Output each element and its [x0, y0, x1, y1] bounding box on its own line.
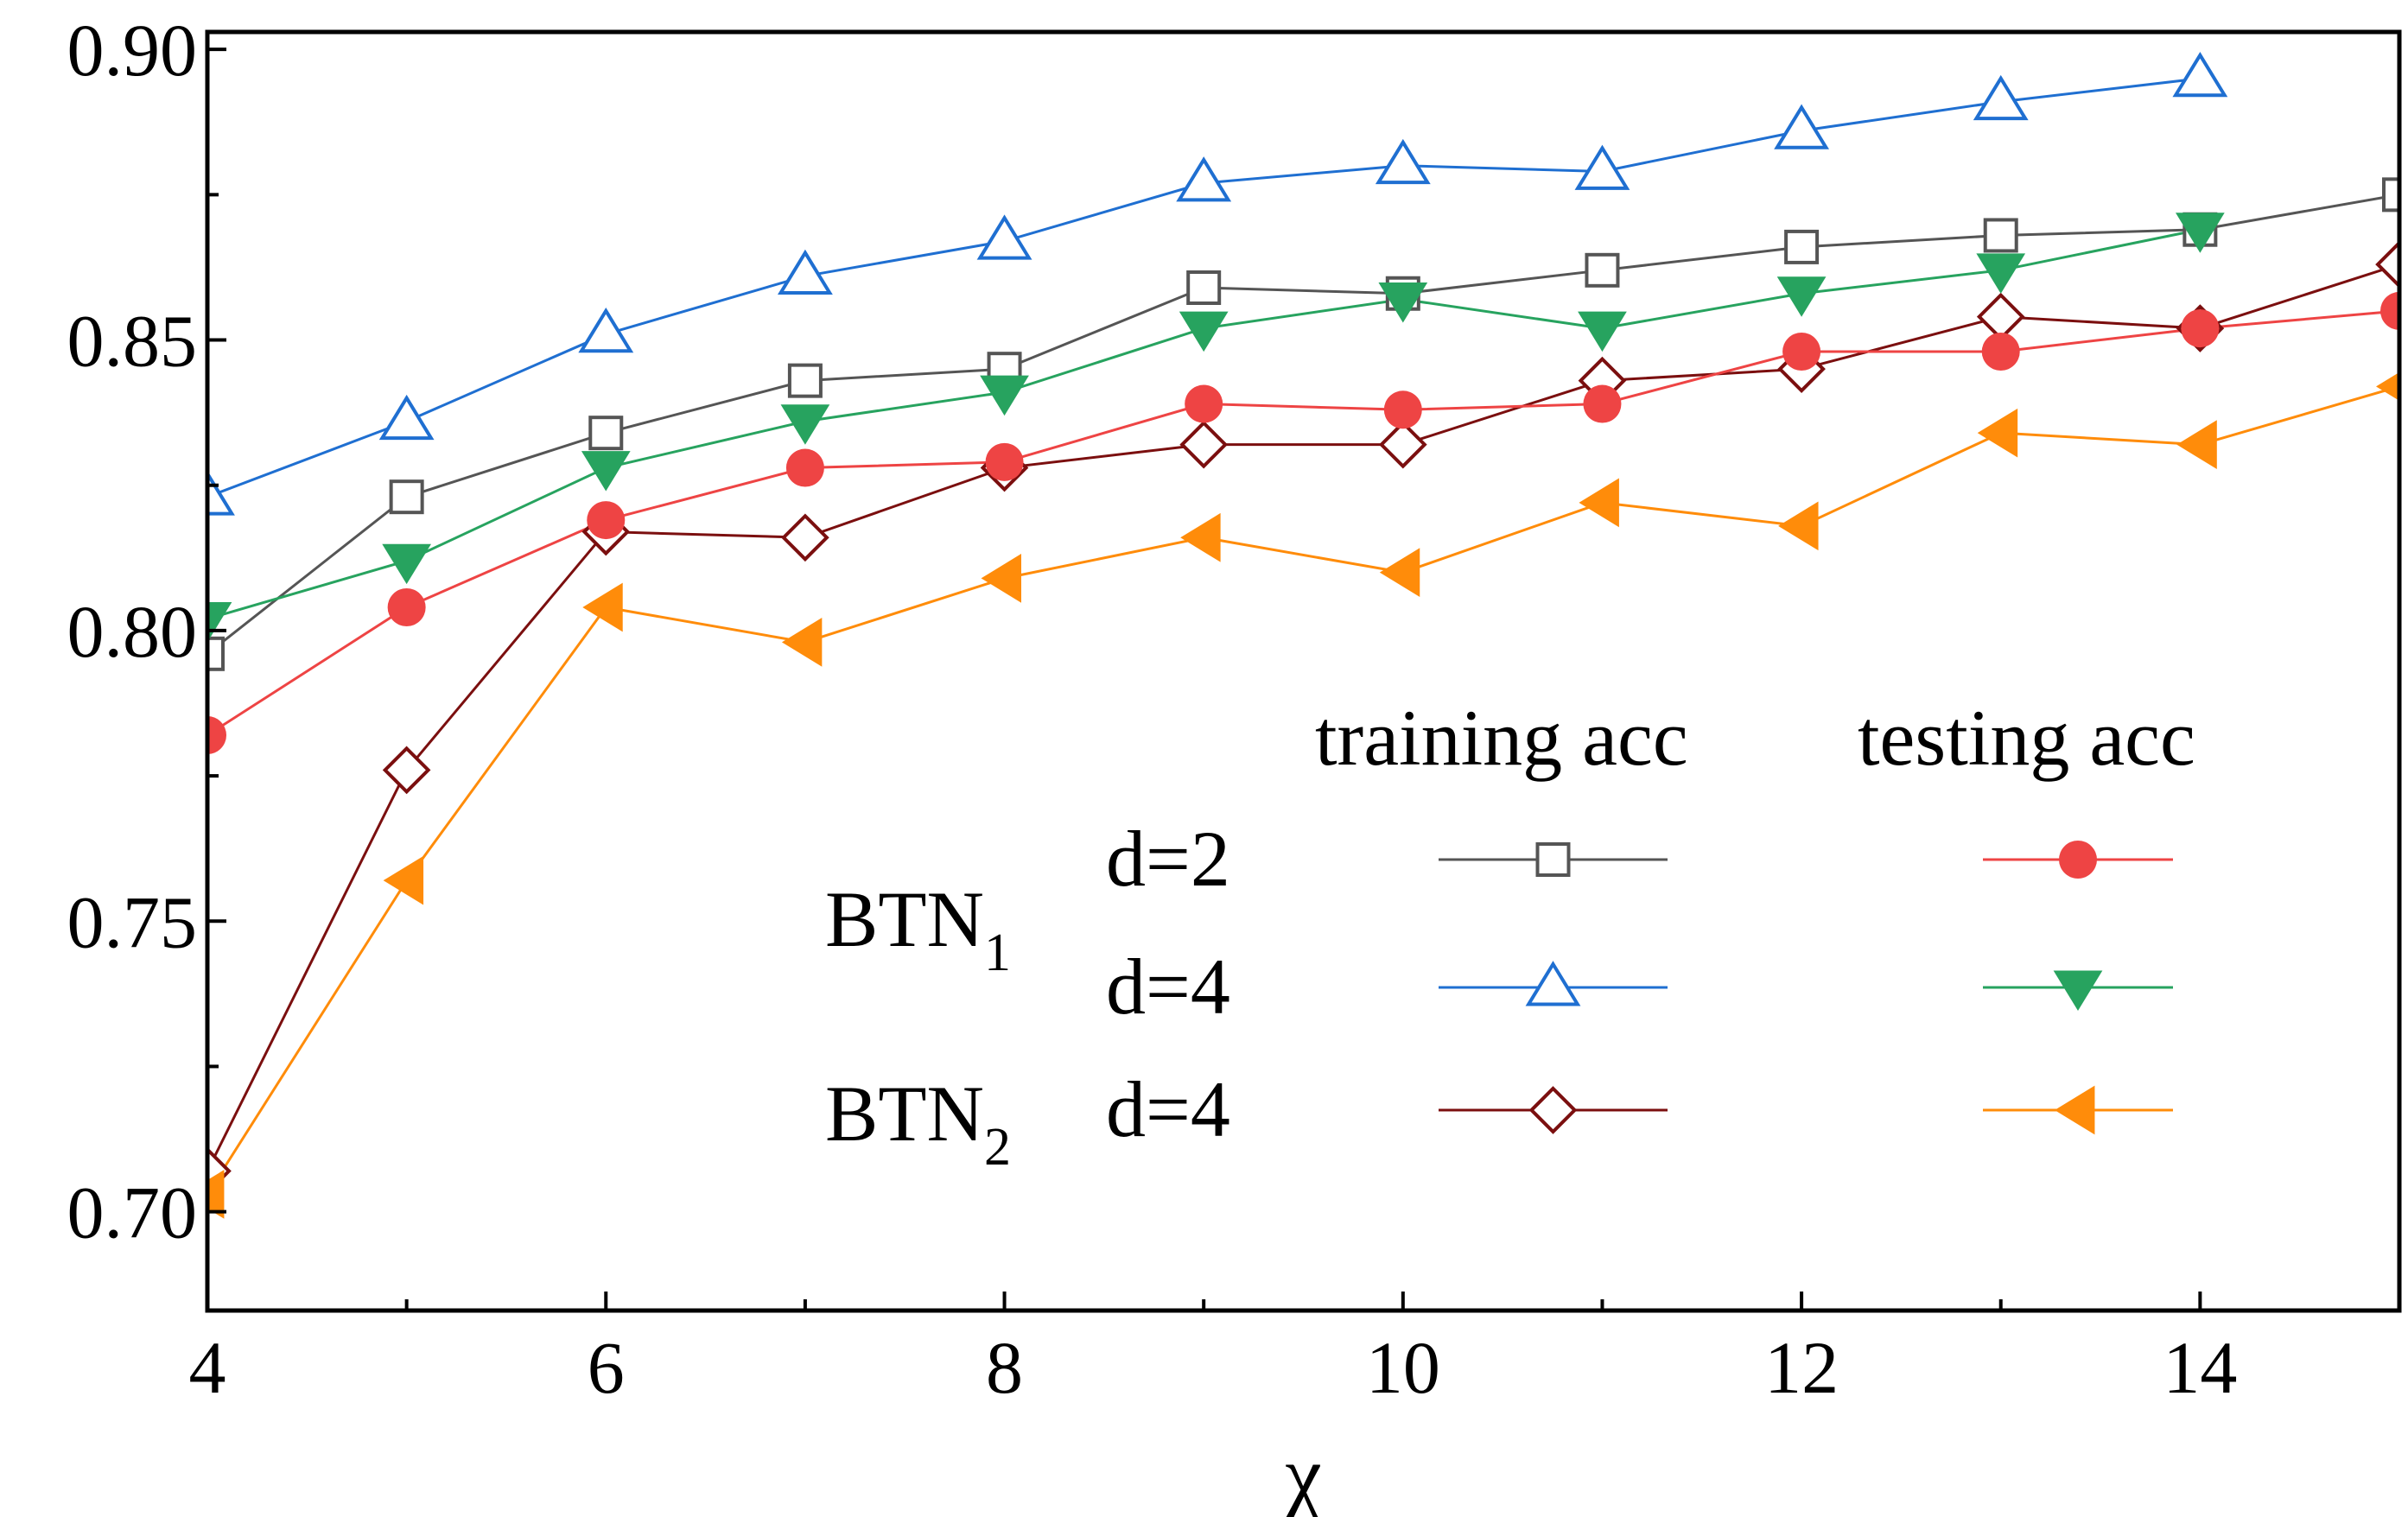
- series-2-point: [777, 249, 833, 295]
- series-3-point: [1378, 420, 1427, 469]
- series-4-point: [1981, 333, 2020, 371]
- series-4-point: [207, 716, 226, 754]
- legend: training acc testing acc d=2 d=4 d=4 BTN1 BTN2: [825, 694, 2195, 1177]
- series-5-point: [1776, 276, 1827, 317]
- series-1-point: [787, 363, 823, 398]
- legend-group-1: BTN1: [825, 875, 1011, 982]
- series-5-point: [1976, 253, 2026, 294]
- series-5-point: [980, 375, 1029, 416]
- series-1-point: [1784, 229, 1820, 264]
- series-5-point: [2176, 213, 2225, 253]
- x-axis-label: χ: [1284, 1429, 1322, 1517]
- series-1-point: [1983, 218, 2018, 253]
- series-2-point: [1176, 156, 1232, 202]
- series-6-point: [981, 554, 1021, 603]
- axes: 4 6 8 10 12 14 χ 0.70 0.75 0.80 0.85 0.90: [67, 9, 2402, 1517]
- series-4-point: [2181, 309, 2220, 348]
- series-4-point: [1583, 384, 1622, 423]
- legend-marker: [1528, 1086, 1578, 1134]
- series-6-point: [207, 1170, 225, 1219]
- series-1-point: [389, 479, 424, 515]
- series-5-point: [1378, 282, 1428, 323]
- series-4-point: [2380, 291, 2399, 330]
- series-5-point: [780, 404, 830, 445]
- legend-header-testing: testing acc: [1858, 694, 2195, 782]
- series-2-point: [207, 470, 235, 516]
- series-6-point: [1579, 478, 1619, 528]
- series-4-point: [387, 588, 426, 626]
- plot-area: [207, 51, 2399, 1219]
- series-6-point: [383, 855, 424, 905]
- y-tick-label: 0.90: [67, 9, 198, 92]
- series-6-point: [2176, 420, 2217, 469]
- series-3-point: [1179, 420, 1229, 469]
- series-6-point: [582, 582, 623, 632]
- y-tick-label: 0.85: [67, 300, 198, 383]
- series-5-point: [581, 451, 631, 492]
- series-3-point: [2375, 240, 2399, 289]
- series-4-point: [785, 448, 824, 487]
- series-4-point: [1185, 384, 1223, 423]
- series-4-point: [985, 442, 1024, 481]
- x-tick-label: 14: [2163, 1326, 2237, 1409]
- series-1-point: [207, 636, 225, 671]
- series-1-point: [2382, 177, 2399, 213]
- series-3-point: [382, 746, 431, 795]
- series-6-point: [1977, 408, 2018, 458]
- legend-row-label: d=2: [1106, 815, 1230, 903]
- plot-frame: [205, 29, 2402, 1313]
- legend-marker: [1535, 842, 1571, 877]
- series-6-point: [1379, 548, 1420, 597]
- series-6-line: [207, 384, 2399, 1196]
- series-3-line: [207, 263, 2399, 1172]
- x-tick-label: 4: [189, 1326, 226, 1409]
- series-2-point: [1574, 144, 1630, 190]
- series-2-point: [1774, 104, 1830, 149]
- x-tick-label: 8: [986, 1326, 1023, 1409]
- series-2-point: [976, 214, 1032, 260]
- legend-marker: [2055, 1085, 2095, 1135]
- legend-row-label: d=4: [1106, 1065, 1230, 1153]
- legend-row-label: d=4: [1106, 943, 1230, 1031]
- y-tick-label: 0.75: [67, 880, 198, 963]
- series-2-point: [378, 394, 435, 441]
- series-5-point: [1578, 311, 1627, 352]
- series-2-point: [578, 307, 634, 353]
- series-5-point: [207, 602, 232, 643]
- legend-group-2: BTN2: [825, 1070, 1011, 1177]
- y-tick-label: 0.70: [67, 1171, 198, 1254]
- series-6-point: [1778, 501, 1819, 551]
- series-4-point: [587, 501, 626, 540]
- legend-header-training: training acc: [1315, 694, 1688, 782]
- series-3-point: [1976, 292, 2025, 341]
- series-6-point: [781, 618, 823, 667]
- series-2-point: [1375, 138, 1431, 185]
- legend-marker: [2059, 841, 2097, 879]
- y-tick-label: 0.80: [67, 590, 198, 673]
- series-4-line: [207, 309, 2399, 737]
- series-6-point: [1180, 512, 1221, 562]
- legend-marker: [1525, 961, 1581, 1006]
- series-2-point: [1973, 74, 2029, 121]
- series-4-point: [1782, 333, 1821, 371]
- series-1-line: [207, 193, 2399, 655]
- series-5-point: [382, 543, 431, 585]
- series-4-point: [1383, 390, 1422, 429]
- series-3-point: [781, 513, 829, 562]
- x-tick-label: 6: [588, 1326, 625, 1409]
- series-6-point: [2376, 371, 2399, 401]
- x-tick-label: 12: [1764, 1326, 1839, 1409]
- series-1-point: [588, 416, 624, 451]
- x-tick-label: 10: [1366, 1326, 1440, 1409]
- series-2-point: [2172, 51, 2228, 98]
- series-5-point: [1179, 311, 1229, 352]
- series-1-point: [1186, 270, 1222, 305]
- series-1-point: [1585, 252, 1620, 288]
- legend-marker: [2053, 970, 2103, 1011]
